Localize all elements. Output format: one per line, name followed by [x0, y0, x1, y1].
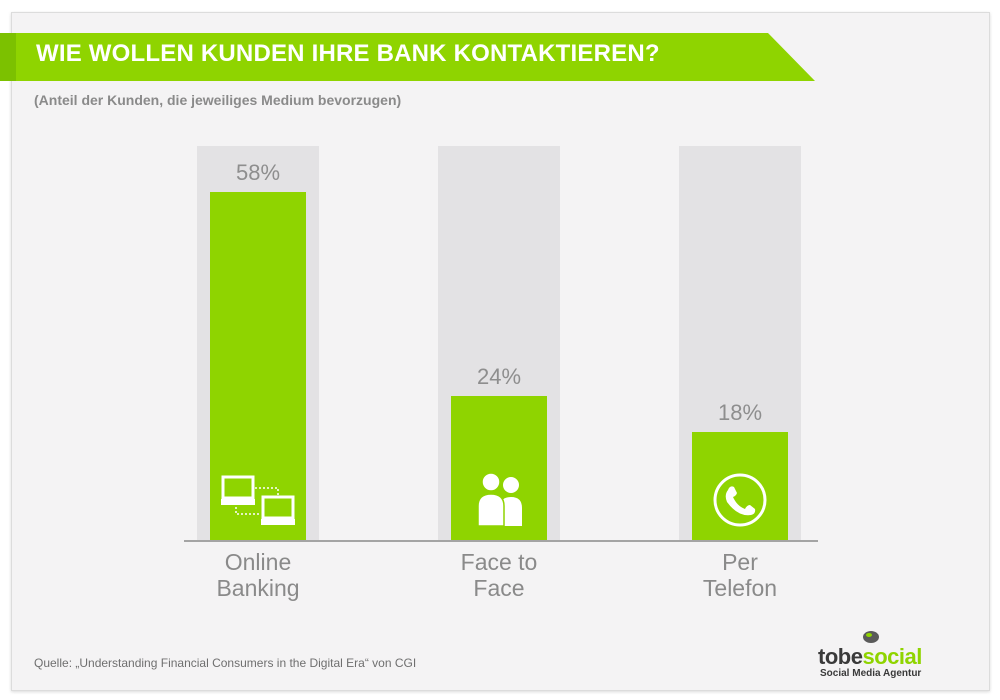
category-label: Per Telefon [660, 549, 820, 601]
category-label-line: Face [473, 575, 525, 601]
category-label-line: Online [224, 549, 292, 575]
value-label: 18% [718, 400, 762, 425]
value-label: 24% [477, 364, 521, 389]
title-banner [0, 33, 815, 81]
logo-wordmark: tobesocial [818, 644, 922, 670]
logo-tagline: Social Media Agentur [820, 668, 922, 679]
category-label: Online Banking [178, 549, 338, 601]
tobesocial-logo: tobesocial Social Media Agentur [818, 631, 938, 680]
category-label: Face to Face [419, 549, 579, 601]
value-label: 58% [236, 160, 280, 185]
banner-shape [0, 33, 815, 81]
logo-name-part2: social [862, 644, 922, 669]
source-note: Quelle: „Understanding Financial Consume… [34, 656, 417, 670]
bar [210, 192, 306, 540]
category-label-line: Banking [216, 575, 300, 601]
computers-icon [221, 475, 295, 525]
category-label-line: Telefon [702, 575, 778, 601]
bar [692, 432, 788, 540]
category-label-line: Per [722, 549, 758, 575]
phone-icon [713, 473, 767, 527]
people-icon [477, 472, 522, 527]
chart-title: WIE WOLLEN KUNDEN IHRE BANK KONTAKTIEREN… [36, 40, 660, 67]
logo-name-part1: tobe [818, 644, 863, 669]
chart-subtitle: (Anteil der Kunden, die jeweiliges Mediu… [34, 92, 402, 108]
logo-bubble-icon [863, 631, 879, 643]
category-label-line: Face to [460, 549, 538, 575]
